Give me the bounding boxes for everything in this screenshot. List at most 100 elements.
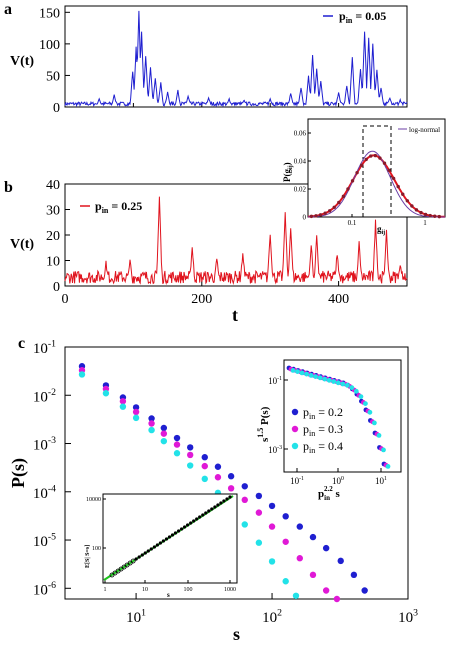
c-ytick-label-2: 10-3 [33, 435, 56, 453]
c-xtick-label-0-base: 10 [126, 610, 141, 626]
b-ytick-label-4: 40 [46, 178, 60, 193]
c-point-s0-15 [296, 523, 303, 530]
collapse-point-s2-10 [335, 380, 341, 386]
collapse-xtick-label-2: 101 [375, 476, 387, 486]
panel-c-xlabel: s [233, 624, 240, 644]
c-point-s1-7 [186, 451, 194, 459]
c-ytick-label-4-base: 10 [33, 534, 48, 550]
c-point-s0-5 [160, 424, 168, 432]
panel-a-chart: V(t) 0 50 100 150 pin = 0.05 [10, 5, 408, 116]
b-ytick-label-3: 30 [46, 204, 60, 219]
mean-inset-ylabel: E[S| S=s] [85, 545, 91, 568]
inset-point-23 [332, 205, 336, 209]
c-xtick-label-1: 102 [262, 608, 282, 626]
collapse-point-s2-1 [295, 369, 300, 374]
inset-dist-ylabel: P(gij) [282, 162, 294, 182]
mean-xtick-label-0: 1 [104, 587, 107, 593]
collapse-point-s2-14 [353, 388, 359, 394]
collapse-legend-label-1: pin = 0.3 [303, 422, 343, 438]
c-ytick-label-1-base: 10 [33, 389, 48, 405]
b-xtick-label-1: 200 [191, 292, 212, 307]
c-point-s0-9 [214, 463, 222, 470]
mean-point-22 [177, 529, 181, 533]
inset-point-95 [414, 208, 419, 212]
c-point-s1-13 [268, 523, 276, 530]
inset-point-99 [419, 210, 423, 215]
c-point-s0-14 [282, 513, 289, 520]
b-ytick-label-0: 0 [53, 280, 60, 295]
c-point-s1-10 [227, 485, 235, 492]
c-point-s2-14 [282, 578, 289, 585]
c-ytick-label-4-exp: -5 [48, 532, 56, 543]
collapse-xtick-label-1: 100 [332, 476, 344, 486]
panel-c-mean-inset: 1 10 100 1000 100 10000 E[S| S=s] s [85, 493, 238, 599]
panel-letter-b: b [4, 179, 13, 196]
panel-b-legend: pin = 0.25 [80, 199, 142, 215]
inset-point-63 [378, 156, 382, 160]
mean-point-27 [192, 519, 196, 523]
c-point-s2-2 [119, 403, 127, 410]
collapse-xtick-label-1-base: 10 [332, 476, 342, 486]
inset-point-83 [401, 192, 405, 196]
c-ytick-label-2-base: 10 [33, 438, 48, 454]
collapse-xtick-label-1-exp: 0 [341, 476, 344, 482]
panel-b-legend-label: pin = 0.25 [95, 199, 142, 215]
c-ytick-label-0: 10-1 [33, 339, 56, 357]
collapse-legend-marker-1 [291, 425, 299, 433]
c-point-s1-14 [282, 538, 289, 545]
inset-point-19 [327, 209, 332, 213]
mean-ytick-label-0: 100 [92, 546, 101, 552]
collapse-point-s2-11 [340, 381, 346, 387]
c-point-s1-17 [322, 587, 330, 594]
mean-point-36 [219, 501, 223, 505]
c-point-s2-12 [255, 539, 263, 546]
inset-point-3 [309, 214, 314, 219]
collapse-ytick-label-1-base: 10 [268, 445, 278, 455]
collapse-ytick-label-1: 10-3 [268, 445, 282, 455]
c-ytick-label-3-exp: -4 [48, 483, 56, 494]
c-xtick-label-1-exp: 2 [277, 608, 282, 619]
c-ytick-label-2-exp: -3 [48, 435, 56, 446]
mean-point-15 [155, 543, 159, 547]
mean-point-14 [152, 545, 156, 549]
c-ytick-label-1-exp: -2 [48, 387, 56, 398]
mean-xtick-label-1: 10 [142, 587, 148, 593]
c-ytick-label-1: 10-2 [33, 387, 56, 405]
c-xtick-label-1-base: 10 [262, 610, 277, 626]
mean-point-8 [134, 557, 138, 561]
panel-a-frame [64, 5, 408, 108]
collapse-ytick-label-0: 10-1 [268, 376, 282, 386]
c-point-s0-17 [322, 544, 330, 552]
c-ytick-label-4: 10-5 [33, 532, 56, 550]
inset-point-75 [391, 176, 396, 181]
c-point-s1-4 [148, 420, 155, 427]
c-point-s0-7 [186, 444, 194, 451]
c-point-s0-11 [241, 483, 248, 490]
mean-point-29 [198, 515, 202, 519]
c-point-s0-12 [255, 492, 263, 500]
c-point-s2-4 [148, 426, 155, 434]
c-point-s0-3 [132, 404, 140, 411]
inset-point-31 [341, 194, 346, 199]
collapse-point-s2-13 [349, 385, 355, 390]
inset-legend-label: log-normal [409, 126, 440, 134]
panel-c-ylabel: P(s) [8, 458, 29, 488]
inset-xtick-label-1: 1 [423, 219, 427, 227]
collapse-point-s2-6 [317, 375, 323, 381]
collapse-point-s2-5 [313, 374, 318, 379]
collapse-ytick-label-1-exp: -3 [277, 445, 282, 451]
mean-point-31 [204, 511, 208, 515]
mean-point-10 [140, 553, 144, 557]
panel-letter-a: a [4, 1, 12, 18]
inset-ytick-label-0: 0 [303, 214, 307, 222]
b-ytick-label-1: 10 [46, 255, 60, 270]
series-line-b [64, 196, 408, 286]
inset-point-11 [318, 213, 323, 217]
a-ytick-label-3: 150 [39, 6, 60, 21]
c-xtick-label-0: 101 [126, 608, 146, 626]
inset-point-39 [350, 179, 355, 183]
mean-point-37 [222, 499, 226, 503]
mean-point-34 [213, 505, 217, 509]
collapse-point-s2-20 [381, 447, 386, 453]
